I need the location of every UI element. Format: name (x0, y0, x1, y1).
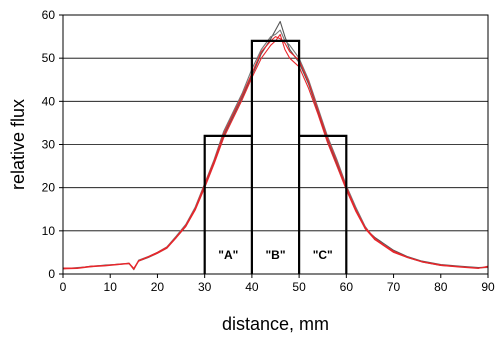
x-tick-label-90: 90 (481, 280, 495, 294)
x-tick-label-40: 40 (245, 280, 259, 294)
y-tick-label-60: 60 (42, 8, 56, 22)
grid-lines (63, 57, 488, 232)
region-label-1: "A" (218, 248, 238, 262)
y-tick-label-50: 50 (42, 51, 56, 65)
series-line-3 (62, 33, 489, 270)
y-tick-label-20: 20 (42, 181, 56, 195)
region-labels: "A" "B" "C" (218, 248, 332, 262)
x-axis-ticks: 0 10 20 30 40 50 60 70 80 90 (60, 274, 495, 294)
x-axis-label: distance, mm (222, 314, 329, 334)
series-line-4 (63, 36, 489, 269)
step-function-line (203, 39, 348, 274)
y-tick-label-10: 10 (42, 224, 56, 238)
region-label-3: "C" (313, 248, 333, 262)
series-line-1 (62, 20, 489, 270)
x-tick-label-70: 70 (387, 280, 401, 294)
series-group (62, 20, 489, 271)
series-line-2 (62, 29, 489, 271)
y-axis-ticks: 0 10 20 30 40 50 60 (42, 8, 63, 281)
y-tick-label-30: 30 (42, 138, 56, 152)
x-tick-label-10: 10 (104, 280, 118, 294)
x-tick-label-20: 20 (151, 280, 165, 294)
y-tick-label-40: 40 (42, 94, 56, 108)
x-tick-label-0: 0 (60, 280, 67, 294)
x-tick-label-30: 30 (198, 280, 212, 294)
step-function-group (203, 39, 348, 274)
y-tick-label-0: 0 (48, 267, 55, 281)
region-label-2: "B" (265, 248, 285, 262)
x-tick-label-60: 60 (340, 280, 354, 294)
x-tick-label-50: 50 (292, 280, 306, 294)
y-axis-label: relative flux (8, 99, 28, 190)
x-tick-label-80: 80 (434, 280, 448, 294)
